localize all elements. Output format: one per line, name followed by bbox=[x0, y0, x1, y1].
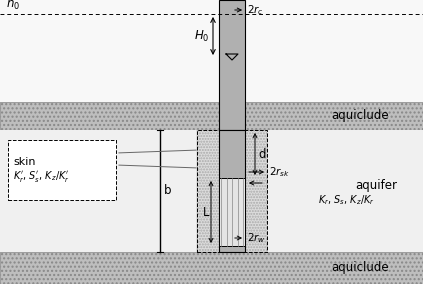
Text: aquiclude: aquiclude bbox=[331, 262, 389, 275]
Text: skin: skin bbox=[13, 157, 36, 167]
Bar bbox=[0, 102, 423, 130]
Bar bbox=[197, 130, 267, 252]
Text: b: b bbox=[164, 185, 171, 197]
Text: $K_r'$, $S_s'$, $K_z/K_r'$: $K_r'$, $S_s'$, $K_z/K_r'$ bbox=[13, 168, 70, 183]
Text: $2r_c$: $2r_c$ bbox=[247, 3, 264, 17]
Bar bbox=[0, 252, 423, 284]
Bar bbox=[219, 178, 245, 246]
Text: $K_r$, $S_s$, $K_z/K_r$: $K_r$, $S_s$, $K_z/K_r$ bbox=[318, 193, 375, 207]
Bar bbox=[0, 102, 423, 130]
Bar bbox=[0, 252, 423, 284]
Text: $h_0$: $h_0$ bbox=[6, 0, 20, 12]
Bar bbox=[0, 0, 423, 102]
Bar bbox=[219, 0, 245, 130]
Text: $H_0$: $H_0$ bbox=[194, 28, 209, 43]
FancyBboxPatch shape bbox=[8, 140, 116, 200]
Bar bbox=[0, 130, 423, 252]
Bar bbox=[219, 130, 245, 252]
Bar bbox=[197, 130, 267, 252]
Text: aquifer: aquifer bbox=[355, 179, 397, 191]
Text: L: L bbox=[203, 206, 209, 218]
Text: $2r_{sk}$: $2r_{sk}$ bbox=[269, 165, 290, 179]
Text: $2r_w$: $2r_w$ bbox=[247, 231, 266, 245]
Text: aquiclude: aquiclude bbox=[331, 110, 389, 122]
Bar bbox=[197, 130, 267, 252]
Text: d: d bbox=[258, 147, 266, 160]
